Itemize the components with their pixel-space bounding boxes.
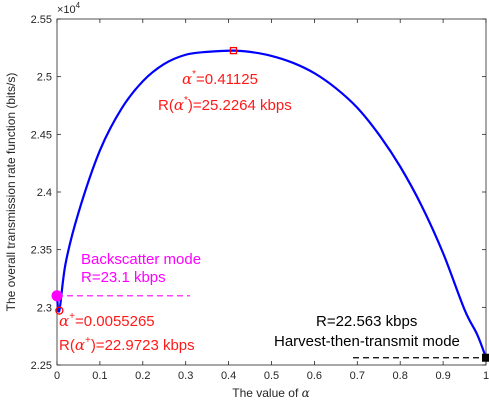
- x-tick-label: 1: [483, 370, 489, 382]
- reference-lines: [57, 295, 486, 359]
- y-tick-label: 2.55: [31, 14, 52, 26]
- x-tick-label: 0.4: [221, 370, 236, 382]
- y-axis-ticks: 2.25 2.3 2.35 2.4 2.45 2.5 2.55: [31, 14, 486, 372]
- y-exponent-label: ×104: [57, 1, 81, 16]
- x-tick-label: 0.5: [264, 370, 279, 382]
- y-tick-label: 2.4: [37, 187, 52, 199]
- y-tick-label: 2.3: [37, 302, 52, 314]
- htt-title: Harvest-then-transmit mode: [274, 333, 460, 350]
- y-axis-label: The overall transmission rate function (…: [4, 73, 18, 312]
- x-tick-label: 0.6: [307, 370, 322, 382]
- x-tick-label: 0.8: [393, 370, 408, 382]
- backscatter-marker: [51, 290, 63, 302]
- alpha-plus-annotation: α+=0.0055265: [59, 311, 155, 330]
- x-tick-label: 0: [54, 370, 60, 382]
- htt-marker: [482, 353, 489, 362]
- x-tick-label: 0.1: [92, 370, 107, 382]
- x-axis-label: The value of α: [232, 386, 309, 400]
- alpha-star-annotation: α*=0.41125: [182, 69, 258, 88]
- series-line: [55, 49, 488, 359]
- y-tick-label: 2.5: [37, 72, 52, 84]
- htt-value: R=22.563 kbps: [316, 313, 417, 330]
- r-alpha-plus-annotation: R(α+)=22.9723 kbps: [59, 335, 195, 354]
- alpha-plus-marker: [55, 306, 64, 315]
- y-tick-label: 2.35: [31, 245, 52, 257]
- series-layer: [55, 49, 488, 359]
- y-tick-label: 2.25: [31, 360, 52, 372]
- y-tick-label: 2.45: [31, 129, 52, 141]
- x-tick-label: 0.7: [350, 370, 365, 382]
- backscatter-value: R=23.1 kbps: [81, 269, 166, 286]
- r-alpha-star-annotation: R(α*)=25.2264 kbps: [158, 95, 292, 114]
- backscatter-title: Backscatter mode: [81, 251, 201, 268]
- alpha-star-marker: [229, 46, 238, 55]
- x-axis-ticks: 0 0.1 0.2 0.3 0.4 0.5 0.6 0.7 0.8 0.9 1: [54, 19, 489, 382]
- markers-layer: [51, 46, 489, 362]
- x-tick-label: 0.2: [135, 370, 150, 382]
- x-tick-label: 0.9: [435, 370, 450, 382]
- x-tick-label: 0.3: [178, 370, 193, 382]
